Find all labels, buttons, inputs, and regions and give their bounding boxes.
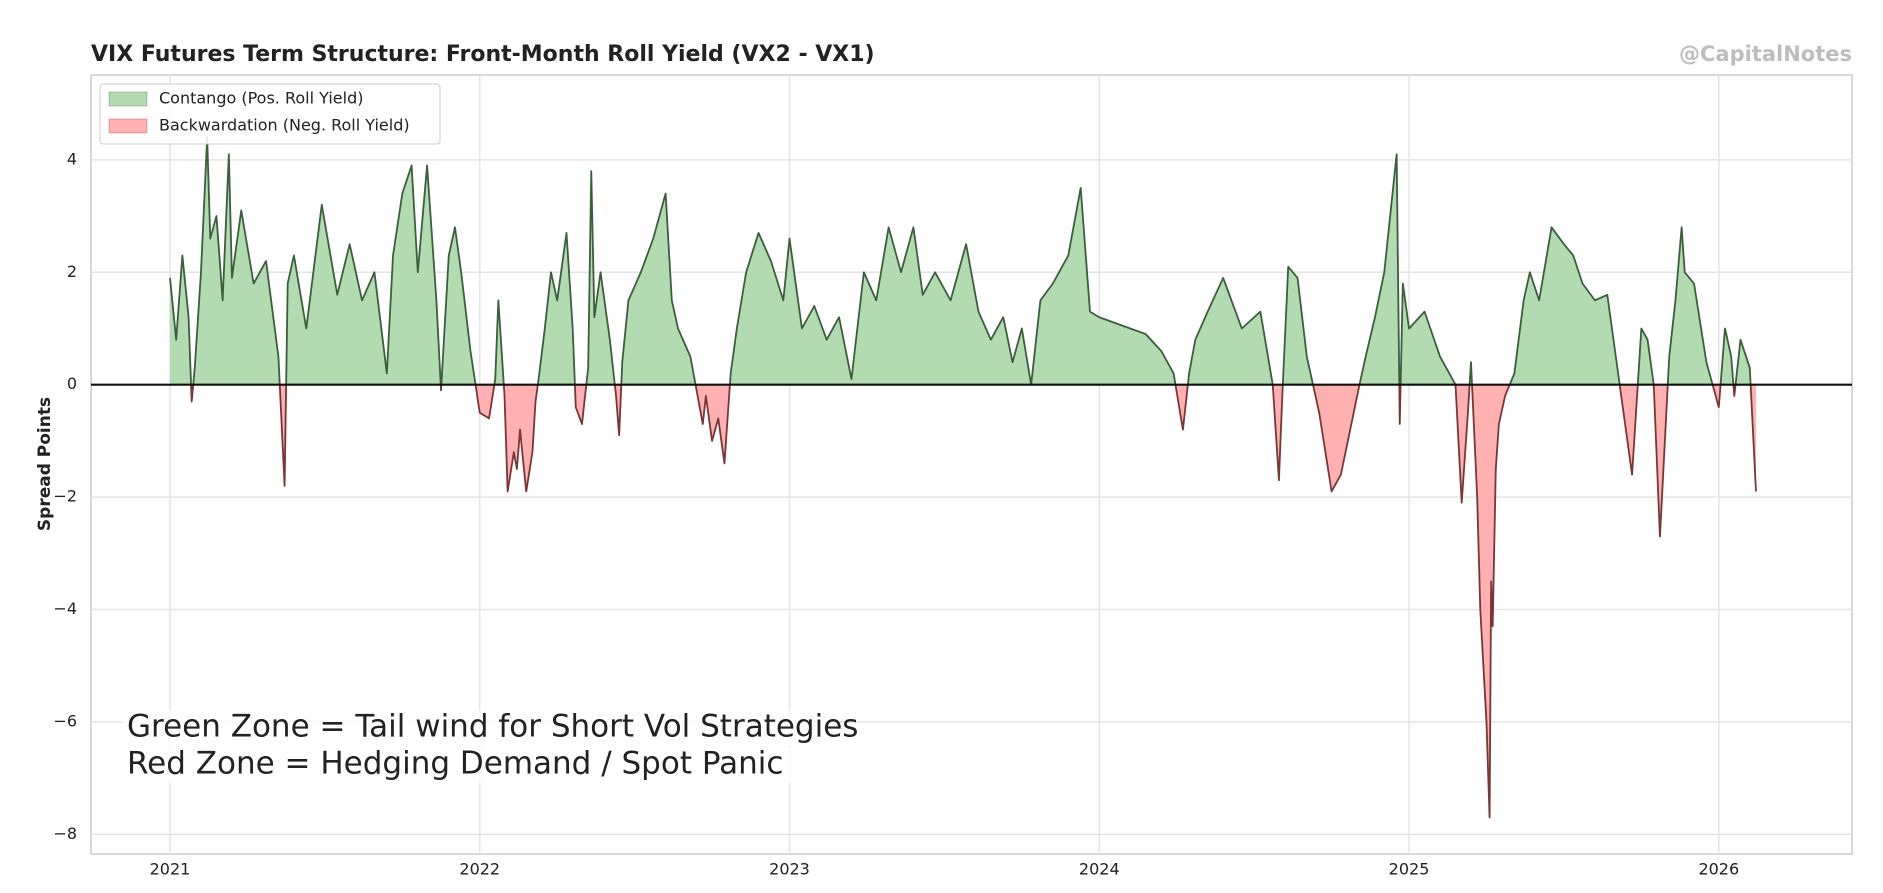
roll-yield-area bbox=[169, 137, 1756, 818]
legend-label: Backwardation (Neg. Roll Yield) bbox=[159, 116, 410, 135]
chart-title: VIX Futures Term Structure: Front-Month … bbox=[91, 42, 875, 67]
x-tick-label: 2023 bbox=[769, 860, 810, 879]
x-tick-label: 2024 bbox=[1079, 860, 1120, 879]
legend-box bbox=[99, 83, 441, 145]
annotation-bg bbox=[122, 710, 832, 746]
legend-label: Contango (Pos. Roll Yield) bbox=[159, 89, 363, 108]
roll-yield-line bbox=[169, 136, 1757, 819]
y-tick-label: 0 bbox=[67, 374, 77, 393]
x-tick-label: 2026 bbox=[1698, 860, 1739, 879]
y-tick-label: −8 bbox=[53, 824, 77, 843]
watermark: @CapitalNotes bbox=[1679, 42, 1852, 66]
y-tick-label: 4 bbox=[67, 149, 77, 168]
legend-swatch bbox=[108, 118, 148, 134]
legend: Contango (Pos. Roll Yield) Backwardation … bbox=[99, 83, 441, 145]
y-tick-label: −6 bbox=[53, 711, 77, 730]
x-tick-label: 2022 bbox=[459, 860, 500, 879]
y-tick-label: 2 bbox=[67, 262, 77, 281]
x-tick-label: 2021 bbox=[150, 860, 191, 879]
y-tick-label: −2 bbox=[53, 487, 77, 506]
y-axis-label: Spread Points bbox=[35, 397, 55, 531]
x-tick-label: 2025 bbox=[1389, 860, 1430, 879]
annotation: Red Zone = Hedging Demand / Spot Panic bbox=[127, 746, 783, 782]
annotation: Green Zone = Tail wind for Short Vol Str… bbox=[127, 709, 858, 745]
legend-swatch bbox=[108, 91, 148, 107]
y-tick-label: −4 bbox=[53, 599, 77, 618]
annotation-bg bbox=[122, 747, 832, 783]
